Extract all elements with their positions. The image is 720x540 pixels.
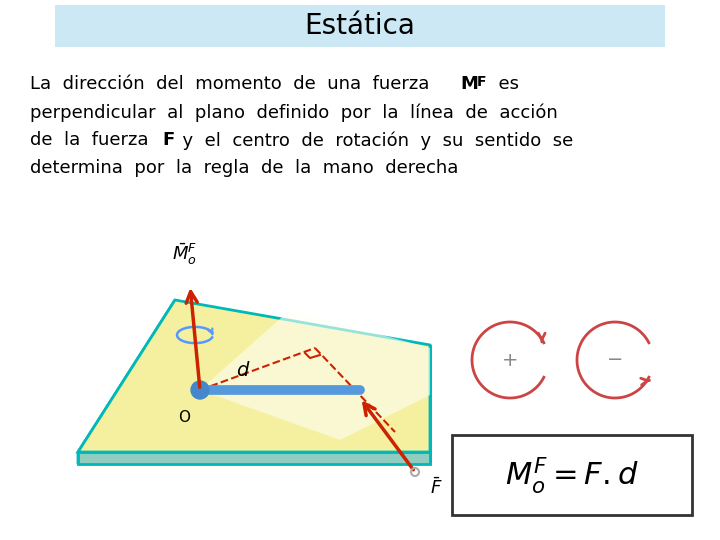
Circle shape	[191, 381, 209, 399]
Polygon shape	[200, 310, 430, 440]
Text: F: F	[162, 131, 174, 149]
Polygon shape	[78, 452, 430, 464]
FancyBboxPatch shape	[452, 435, 692, 515]
Polygon shape	[78, 300, 430, 452]
Text: F: F	[477, 75, 487, 89]
Text: M: M	[460, 75, 478, 93]
Polygon shape	[78, 300, 175, 464]
Text: perpendicular  al  plano  definido  por  la  línea  de  acción: perpendicular al plano definido por la l…	[30, 103, 558, 122]
Text: −: −	[607, 350, 624, 369]
Text: +: +	[502, 350, 518, 369]
Text: de  la  fuerza: de la fuerza	[30, 131, 160, 149]
Text: determina  por  la  regla  de  la  mano  derecha: determina por la regla de la mano derech…	[30, 159, 459, 177]
Text: es: es	[487, 75, 519, 93]
Text: y  el  centro  de  rotación  y  su  sentido  se: y el centro de rotación y su sentido se	[171, 131, 573, 150]
Text: O: O	[178, 410, 190, 425]
Text: $\bar{F}$: $\bar{F}$	[430, 477, 443, 498]
Text: d: d	[236, 361, 248, 381]
FancyBboxPatch shape	[55, 5, 665, 47]
Text: $\mathit{M_o^F = F.d}$: $\mathit{M_o^F = F.d}$	[505, 455, 639, 496]
Text: $\bar{M}_o^F$: $\bar{M}_o^F$	[173, 241, 197, 267]
Text: La  dirección  del  momento  de  una  fuerza: La dirección del momento de una fuerza	[30, 75, 441, 93]
Text: Estática: Estática	[305, 12, 415, 40]
